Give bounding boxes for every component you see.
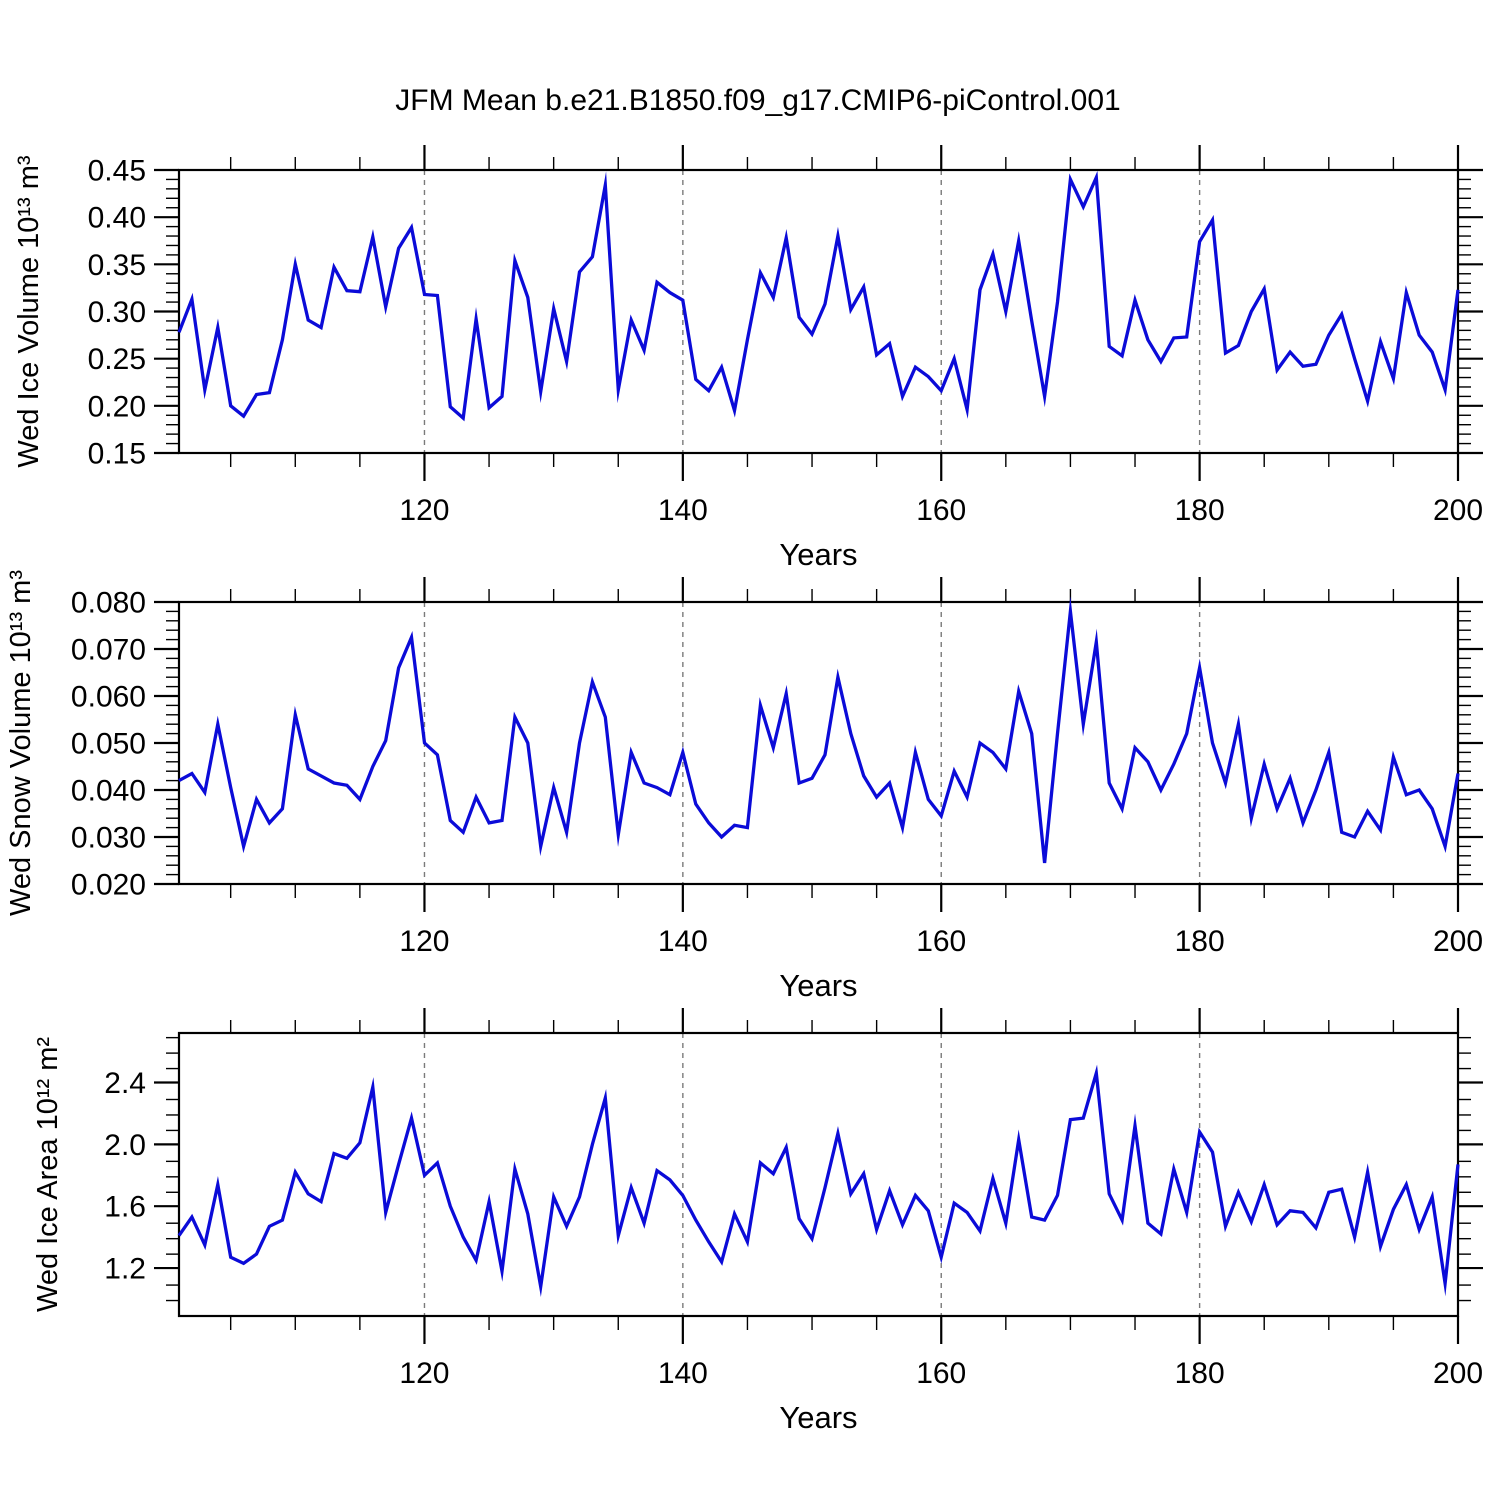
panel-snow-volume: 0.020 0.030 0.040 0.050 0.060 0.070 0.080 120 14… bbox=[5, 570, 1483, 1003]
x-tick-label: 120 bbox=[399, 925, 449, 958]
y-tick-label: 0.35 bbox=[88, 249, 146, 282]
x-tick-label: 120 bbox=[399, 1357, 449, 1390]
panel-ice-area: 1.2 1.6 2.0 2.4 120 140 160 180 200 Years Wed Ice … bbox=[32, 1008, 1483, 1435]
x-tick-label: 140 bbox=[658, 494, 708, 527]
y-axis-title: Wed Ice Area 10¹² m² bbox=[32, 1037, 64, 1312]
y-tick-label: 0.070 bbox=[71, 634, 146, 667]
y-tick-label: 0.45 bbox=[88, 155, 146, 188]
x-tick-label: 160 bbox=[916, 1357, 966, 1390]
y-axis-title: Wed Snow Volume 10¹³ m³ bbox=[5, 570, 37, 916]
panels-group: 0.15 0.20 0.25 0.30 0.35 0.40 0.45 120 140 160 180… bbox=[5, 145, 1483, 1435]
y-tick-label: 0.40 bbox=[88, 202, 146, 235]
series-ice-area bbox=[177, 1064, 1460, 1297]
plot-frame bbox=[177, 1031, 1460, 1318]
y-tick-label: 0.20 bbox=[88, 390, 146, 423]
y-axis-title: Wed Ice Volume 10¹³ m³ bbox=[13, 155, 45, 467]
x-axis-title: Years bbox=[779, 537, 857, 572]
x-tick-label: 180 bbox=[1175, 925, 1225, 958]
x-tick-label: 160 bbox=[916, 925, 966, 958]
x-axis-title: Years bbox=[779, 968, 857, 1003]
plot-frame bbox=[177, 600, 1460, 886]
x-tick-label: 160 bbox=[916, 494, 966, 527]
y-tick-label: 2.4 bbox=[104, 1067, 146, 1100]
x-tick-label: 180 bbox=[1175, 1357, 1225, 1390]
x-tick-label: 140 bbox=[658, 1357, 708, 1390]
chart-title: JFM Mean b.e21.B1850.f09_g17.CMIP6-piCon… bbox=[395, 84, 1120, 117]
plot-frame bbox=[177, 168, 1460, 455]
series-snow-volume bbox=[178, 596, 1460, 864]
y-tick-label: 1.2 bbox=[104, 1253, 146, 1286]
y-tick-label: 1.6 bbox=[104, 1191, 146, 1224]
y-tick-label: 0.25 bbox=[88, 343, 146, 376]
x-tick-label: 200 bbox=[1433, 1357, 1483, 1390]
series-ice-volume bbox=[177, 170, 1460, 422]
x-tick-label: 200 bbox=[1433, 925, 1483, 958]
y-tick-label: 0.080 bbox=[71, 587, 146, 620]
y-tick-label: 0.050 bbox=[71, 728, 146, 761]
x-tick-label: 140 bbox=[658, 925, 708, 958]
y-tick-label: 2.0 bbox=[104, 1129, 146, 1162]
x-tick-label: 200 bbox=[1433, 494, 1483, 527]
y-tick-label: 0.060 bbox=[71, 681, 146, 714]
panel-ice-volume: 0.15 0.20 0.25 0.30 0.35 0.40 0.45 120 140 160 180… bbox=[13, 145, 1483, 572]
x-tick-label: 120 bbox=[399, 494, 449, 527]
y-tick-label: 0.040 bbox=[71, 775, 146, 808]
x-tick-label: 180 bbox=[1175, 494, 1225, 527]
y-tick-label: 0.020 bbox=[71, 869, 146, 902]
y-tick-label: 0.030 bbox=[71, 822, 146, 855]
x-axis-title: Years bbox=[779, 1400, 857, 1435]
y-tick-label: 0.30 bbox=[88, 296, 146, 329]
y-tick-label: 0.15 bbox=[88, 438, 146, 471]
